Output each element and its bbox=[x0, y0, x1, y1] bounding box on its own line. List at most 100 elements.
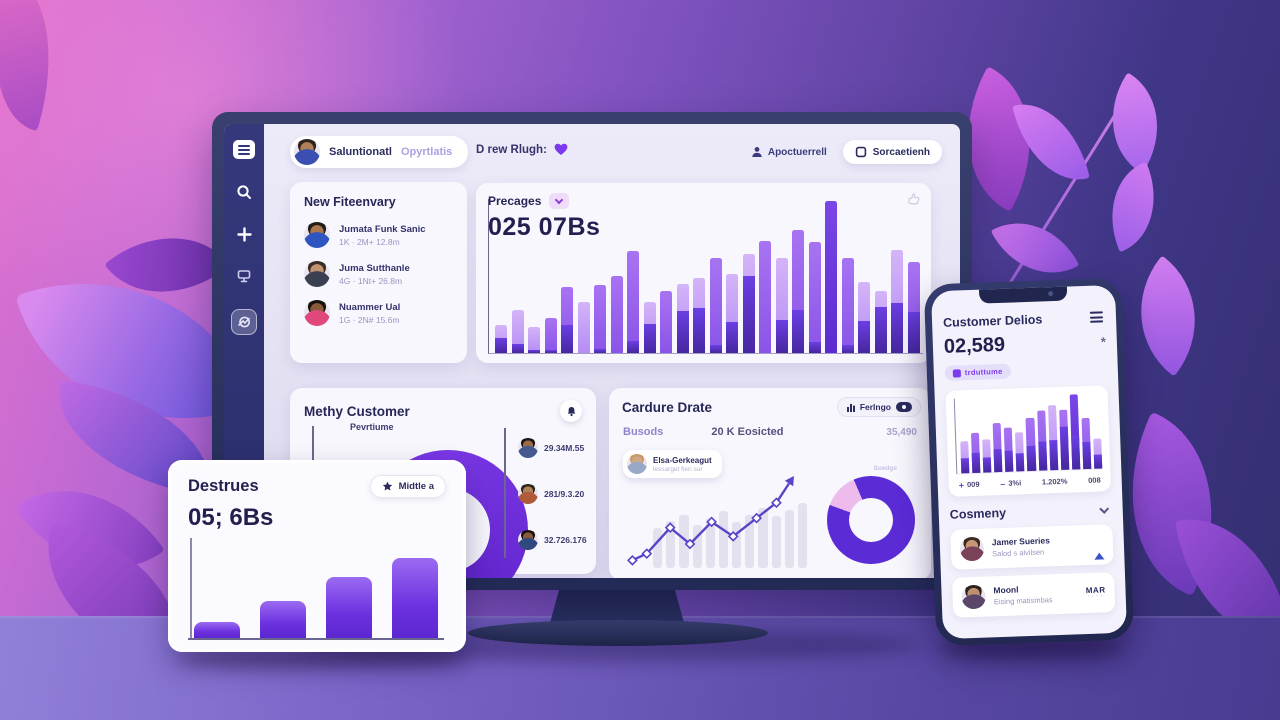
table-row[interactable]: 29.34M.55 bbox=[518, 438, 584, 458]
bar bbox=[511, 309, 524, 353]
follower-meta: 1K · 2M+ 12.8m bbox=[339, 236, 400, 247]
bar bbox=[561, 286, 573, 353]
avatar bbox=[959, 536, 985, 561]
thumbs-up-icon[interactable] bbox=[905, 191, 921, 207]
analytics-icon[interactable] bbox=[231, 309, 257, 335]
person-icon bbox=[752, 147, 762, 157]
follower-meta: 1G · 2N# 15.6m bbox=[339, 314, 400, 325]
list-item[interactable]: Jumata Funk Sanic 1K · 2M+ 12.8m bbox=[304, 222, 453, 248]
table-row[interactable]: 32.726.176 bbox=[518, 530, 587, 550]
bar bbox=[808, 242, 821, 353]
leaf-decoration bbox=[1107, 255, 1229, 377]
cardure-card: Cardure Drate Ferlngo Busods 20 K Eosict… bbox=[609, 388, 931, 578]
methy-header: Methy Customer bbox=[304, 400, 582, 422]
tablet-bar-chart bbox=[188, 536, 444, 640]
search-text: D rew Rlugh: bbox=[476, 143, 547, 156]
cardure-donut-label: Suedge bbox=[873, 465, 897, 472]
precages-title: Precages bbox=[488, 194, 542, 208]
plus-icon[interactable] bbox=[235, 225, 253, 243]
menu-icon[interactable] bbox=[1088, 309, 1106, 325]
profile-link[interactable]: Apoctuerrell bbox=[751, 146, 827, 158]
bar bbox=[709, 257, 722, 353]
cardure-col2: 20 K Eosicted bbox=[711, 426, 784, 438]
dashboard-topbar: Saluntionatl Opyrtlatis D rew Rlugh: Apo… bbox=[264, 136, 960, 170]
avatar bbox=[518, 484, 538, 504]
bar bbox=[858, 282, 870, 353]
methy-title: Methy Customer bbox=[304, 403, 410, 419]
avatar bbox=[294, 139, 320, 165]
search-icon[interactable] bbox=[235, 183, 253, 201]
phone-header: Customer Delios bbox=[943, 309, 1105, 330]
bar bbox=[610, 276, 623, 353]
contact-subtitle: Eising matismbas bbox=[993, 595, 1053, 607]
bar bbox=[627, 251, 639, 353]
stat-item: +009 bbox=[958, 479, 980, 490]
contact-name: Jamer Sueries bbox=[991, 535, 1051, 548]
contact-card[interactable]: Jamer Sueries Salod s alvilsen bbox=[950, 523, 1114, 570]
contact-card[interactable]: Moonl Eising matismbas MAR ···· bbox=[951, 571, 1116, 618]
device-button[interactable]: Sorcaetienh bbox=[842, 140, 942, 164]
table-row[interactable]: 281/9.3.20 bbox=[518, 484, 584, 504]
follower-meta: 4G · 1Nt+ 26.8m bbox=[339, 275, 403, 286]
bar bbox=[495, 325, 507, 353]
phone-title: Customer Delios bbox=[942, 311, 1043, 330]
bar-chart-icon bbox=[846, 403, 855, 412]
chevron-down-icon[interactable] bbox=[1099, 503, 1110, 514]
bar bbox=[992, 422, 1003, 472]
leaf-decoration bbox=[1086, 72, 1184, 174]
methy-row-value: 32.726.176 bbox=[544, 535, 587, 545]
bar bbox=[693, 277, 705, 353]
cardure-filter-button[interactable]: Ferlngo bbox=[836, 397, 921, 417]
avatar bbox=[961, 584, 987, 609]
toggle-icon bbox=[896, 402, 912, 412]
menu-icon[interactable] bbox=[233, 140, 255, 159]
bar bbox=[742, 254, 755, 353]
asterisk-icon[interactable]: * bbox=[1100, 334, 1107, 350]
tablet-button[interactable]: Midtle a bbox=[369, 475, 446, 498]
more-dots-icon[interactable]: ···· bbox=[1087, 592, 1105, 601]
divider bbox=[504, 428, 506, 558]
bell-icon[interactable] bbox=[560, 400, 582, 422]
bar bbox=[544, 317, 557, 353]
bar bbox=[759, 240, 771, 353]
phone-chart-card: +009 –3%i 1.202% 008 bbox=[945, 384, 1112, 497]
minus-icon: – bbox=[1000, 478, 1006, 489]
methy-donut-label: Pevrtiume bbox=[350, 422, 394, 432]
device-button-label: Sorcaetienh bbox=[872, 146, 930, 158]
bar bbox=[971, 432, 981, 473]
phone-badge[interactable]: trduttume bbox=[944, 363, 1011, 381]
phone-value: 02,589 bbox=[943, 333, 1006, 358]
followers-card: New Fiteenvary Jumata Funk Sanic 1K · 2M… bbox=[290, 182, 467, 363]
cardure-user-chip[interactable]: Elsa-Gerkeagut lessarget fieri sur bbox=[623, 450, 722, 478]
cardure-line-chart bbox=[627, 472, 808, 568]
contact-subtitle: Salod s alvilsen bbox=[992, 547, 1045, 559]
followers-card-title: New Fiteenvary bbox=[304, 195, 396, 209]
list-item[interactable]: Juma Sutthanle 4G · 1Nt+ 26.8m bbox=[304, 261, 453, 287]
avatar bbox=[304, 222, 330, 248]
tablet-title: Destrues bbox=[188, 477, 259, 495]
avatar bbox=[518, 530, 538, 550]
chip-name: Elsa-Gerkeagut bbox=[653, 455, 712, 465]
list-item[interactable]: Nuammer Ual 1G · 2N# 15.6m bbox=[304, 300, 453, 326]
follower-name: Juma Sutthanle bbox=[339, 262, 410, 274]
methy-row-value: 29.34M.55 bbox=[544, 443, 585, 453]
topbar-right: Apoctuerrell Sorcaetienh bbox=[751, 140, 942, 164]
display-icon[interactable] bbox=[235, 267, 253, 285]
user-name: Saluntionatl bbox=[329, 146, 392, 158]
search-field[interactable]: D rew Rlugh: bbox=[476, 143, 568, 156]
sort-icon[interactable] bbox=[1093, 534, 1105, 560]
bar bbox=[1025, 417, 1036, 471]
cardure-col1: Busods bbox=[623, 426, 664, 438]
badge-icon bbox=[952, 368, 961, 378]
cardure-title: Cardure Drate bbox=[622, 400, 713, 415]
bar bbox=[1004, 427, 1014, 472]
chevron-down-icon[interactable] bbox=[549, 193, 570, 209]
bar bbox=[960, 441, 970, 473]
bar bbox=[982, 438, 992, 473]
follower-name: Nuammer Ual bbox=[339, 301, 401, 313]
avatar bbox=[304, 300, 330, 326]
phone-stats-row: +009 –3%i 1.202% 008 bbox=[957, 475, 1103, 490]
user-profile-pill[interactable]: Saluntionatl Opyrtlatis bbox=[290, 136, 469, 168]
bar bbox=[528, 326, 540, 353]
